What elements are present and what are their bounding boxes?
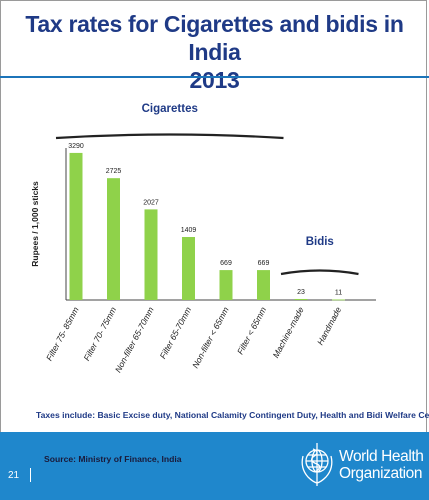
bar-8 bbox=[332, 299, 345, 301]
category-label-2: Filter 70- 75mm bbox=[81, 305, 118, 362]
title-rule bbox=[0, 76, 429, 78]
bar-2 bbox=[107, 178, 120, 300]
bar-7 bbox=[294, 298, 308, 300]
category-label-8: Handmade bbox=[315, 305, 343, 347]
data-label-8: 11 bbox=[335, 290, 342, 297]
bar-6 bbox=[257, 270, 270, 300]
data-label-4: 1409 bbox=[181, 227, 197, 234]
group-bracket-2 bbox=[280, 269, 359, 276]
who-emblem-icon bbox=[301, 443, 333, 486]
group-bracket-1 bbox=[55, 133, 284, 140]
who-name-line-2: Organization bbox=[339, 465, 423, 482]
category-label-7: Machine-made bbox=[271, 305, 306, 360]
who-name: World Health Organization bbox=[339, 448, 424, 482]
bar-5 bbox=[219, 270, 233, 300]
group-label-2: Bidis bbox=[306, 236, 334, 248]
slide-number-divider bbox=[30, 468, 31, 482]
category-label-4: Filter 65-70mm bbox=[158, 305, 194, 360]
slide-title: Tax rates for Cigarettes and bidis in In… bbox=[0, 10, 429, 94]
slide-number: 21 bbox=[8, 470, 20, 481]
title-line-1: Tax rates for Cigarettes and bidis in In… bbox=[25, 11, 404, 65]
group-label-1: Cigarettes bbox=[142, 103, 198, 115]
category-label-6: Filter < 65mm bbox=[235, 305, 268, 356]
bar-3 bbox=[144, 209, 158, 300]
data-label-2: 2725 bbox=[106, 168, 122, 175]
tax-footnote: Taxes include: Basic Excise duty, Nation… bbox=[36, 410, 429, 420]
data-label-6: 669 bbox=[258, 260, 270, 267]
category-label-1: Filter 75- 85mm bbox=[44, 305, 81, 362]
category-label-3: Non-filter 65-70mm bbox=[113, 305, 156, 374]
data-label-5: 669 bbox=[220, 260, 232, 267]
data-label-7: 23 bbox=[297, 289, 305, 296]
source-note: Source: Ministry of Finance, India bbox=[44, 454, 182, 464]
bar-1 bbox=[69, 152, 83, 300]
bar-4 bbox=[182, 237, 195, 300]
y-axis-label: Rupees / 1,000 sticks bbox=[30, 181, 40, 267]
data-label-3: 2027 bbox=[143, 199, 159, 206]
bar-chart: Rupees / 1,000 sticks 3290 Filter 75- 85mm… bbox=[30, 103, 376, 374]
title-line-2: 2013 bbox=[189, 67, 240, 93]
slide-footer: Source: Ministry of Finance, India 21 Wo… bbox=[0, 432, 429, 500]
data-label-1: 3290 bbox=[68, 143, 84, 150]
who-name-line-1: World Health bbox=[339, 448, 424, 465]
category-label-5: Non-filter < 65mm bbox=[190, 305, 231, 370]
